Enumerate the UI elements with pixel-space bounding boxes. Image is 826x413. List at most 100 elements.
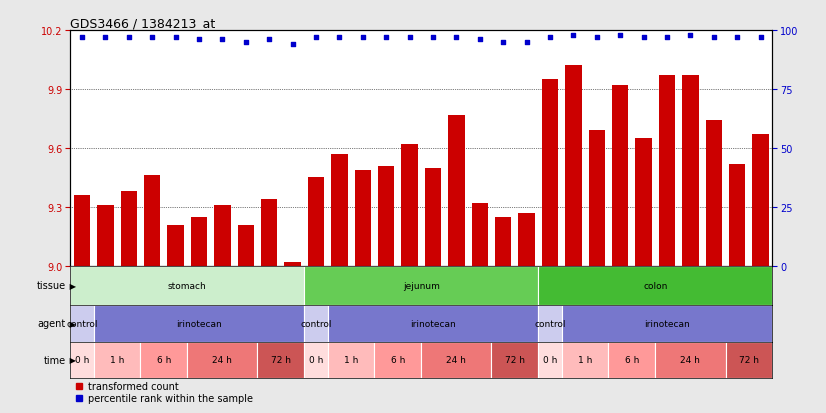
Text: irinotecan: irinotecan xyxy=(644,319,690,328)
Text: ▶: ▶ xyxy=(67,281,76,290)
Point xyxy=(169,35,183,41)
Text: 24 h: 24 h xyxy=(212,356,232,364)
Text: tissue: tissue xyxy=(37,281,66,291)
Bar xyxy=(168,225,183,266)
Bar xyxy=(261,199,278,266)
Point xyxy=(380,35,393,41)
Text: 72 h: 72 h xyxy=(505,356,525,364)
Bar xyxy=(562,342,609,378)
Point xyxy=(333,35,346,41)
Point xyxy=(145,35,159,41)
Bar xyxy=(729,164,745,266)
Text: 0 h: 0 h xyxy=(543,356,558,364)
Point xyxy=(590,35,603,41)
Point xyxy=(99,35,112,41)
Bar xyxy=(238,225,254,266)
Bar xyxy=(421,342,491,378)
Point xyxy=(286,42,299,48)
Text: 0 h: 0 h xyxy=(74,356,89,364)
Bar xyxy=(519,213,534,266)
Text: ▶: ▶ xyxy=(67,319,76,328)
Point xyxy=(707,35,720,41)
Bar xyxy=(539,266,772,305)
Point xyxy=(730,35,743,41)
Bar xyxy=(705,121,722,266)
Text: 72 h: 72 h xyxy=(739,356,759,364)
Bar xyxy=(331,154,348,266)
Point xyxy=(216,37,229,44)
Text: 6 h: 6 h xyxy=(624,356,639,364)
Text: 6 h: 6 h xyxy=(391,356,405,364)
Bar xyxy=(284,262,301,266)
Bar xyxy=(491,342,539,378)
Bar xyxy=(328,342,374,378)
Point xyxy=(75,35,88,41)
Bar xyxy=(589,131,605,266)
Bar xyxy=(378,166,394,266)
Point xyxy=(263,37,276,44)
Bar xyxy=(70,266,304,305)
Bar xyxy=(304,342,328,378)
Text: 0 h: 0 h xyxy=(309,356,323,364)
Text: agent: agent xyxy=(38,318,66,328)
Bar xyxy=(725,342,772,378)
Text: 72 h: 72 h xyxy=(271,356,291,364)
Point xyxy=(520,39,534,46)
Bar xyxy=(328,305,539,342)
Point xyxy=(309,35,322,41)
Bar xyxy=(425,168,441,266)
Bar xyxy=(612,86,629,266)
Text: 1 h: 1 h xyxy=(110,356,124,364)
Point xyxy=(192,37,206,44)
Bar xyxy=(495,217,511,266)
Bar xyxy=(140,342,188,378)
Bar xyxy=(565,66,582,266)
Bar xyxy=(304,305,328,342)
Point xyxy=(122,35,135,41)
Point xyxy=(496,39,510,46)
Bar xyxy=(191,217,207,266)
Bar xyxy=(562,305,772,342)
Bar xyxy=(542,80,558,266)
Bar xyxy=(539,342,562,378)
Legend: transformed count, percentile rank within the sample: transformed count, percentile rank withi… xyxy=(75,381,253,403)
Bar xyxy=(752,135,769,266)
Bar xyxy=(635,139,652,266)
Text: colon: colon xyxy=(643,281,667,290)
Text: time: time xyxy=(44,355,66,365)
Point xyxy=(637,35,650,41)
Text: jejunum: jejunum xyxy=(403,281,439,290)
Text: GDS3466 / 1384213_at: GDS3466 / 1384213_at xyxy=(70,17,216,30)
Text: control: control xyxy=(300,319,332,328)
Text: 1 h: 1 h xyxy=(344,356,358,364)
Point xyxy=(544,35,557,41)
Bar xyxy=(354,170,371,266)
Text: irinotecan: irinotecan xyxy=(176,319,222,328)
Bar xyxy=(70,305,93,342)
Text: control: control xyxy=(534,319,566,328)
Text: irinotecan: irinotecan xyxy=(410,319,456,328)
Point xyxy=(473,37,487,44)
Text: 6 h: 6 h xyxy=(157,356,171,364)
Bar xyxy=(449,115,464,266)
Bar xyxy=(609,342,655,378)
Bar xyxy=(188,342,258,378)
Point xyxy=(614,32,627,39)
Bar xyxy=(74,196,90,266)
Point xyxy=(403,35,416,41)
Bar xyxy=(93,305,304,342)
Bar xyxy=(97,205,113,266)
Bar xyxy=(214,205,230,266)
Bar xyxy=(121,192,137,266)
Bar xyxy=(401,145,418,266)
Bar xyxy=(655,342,725,378)
Bar xyxy=(374,342,421,378)
Text: control: control xyxy=(66,319,97,328)
Text: 24 h: 24 h xyxy=(446,356,467,364)
Bar xyxy=(539,305,562,342)
Point xyxy=(240,39,253,46)
Point xyxy=(449,35,463,41)
Point xyxy=(567,32,580,39)
Bar xyxy=(659,76,675,266)
Bar xyxy=(682,76,699,266)
